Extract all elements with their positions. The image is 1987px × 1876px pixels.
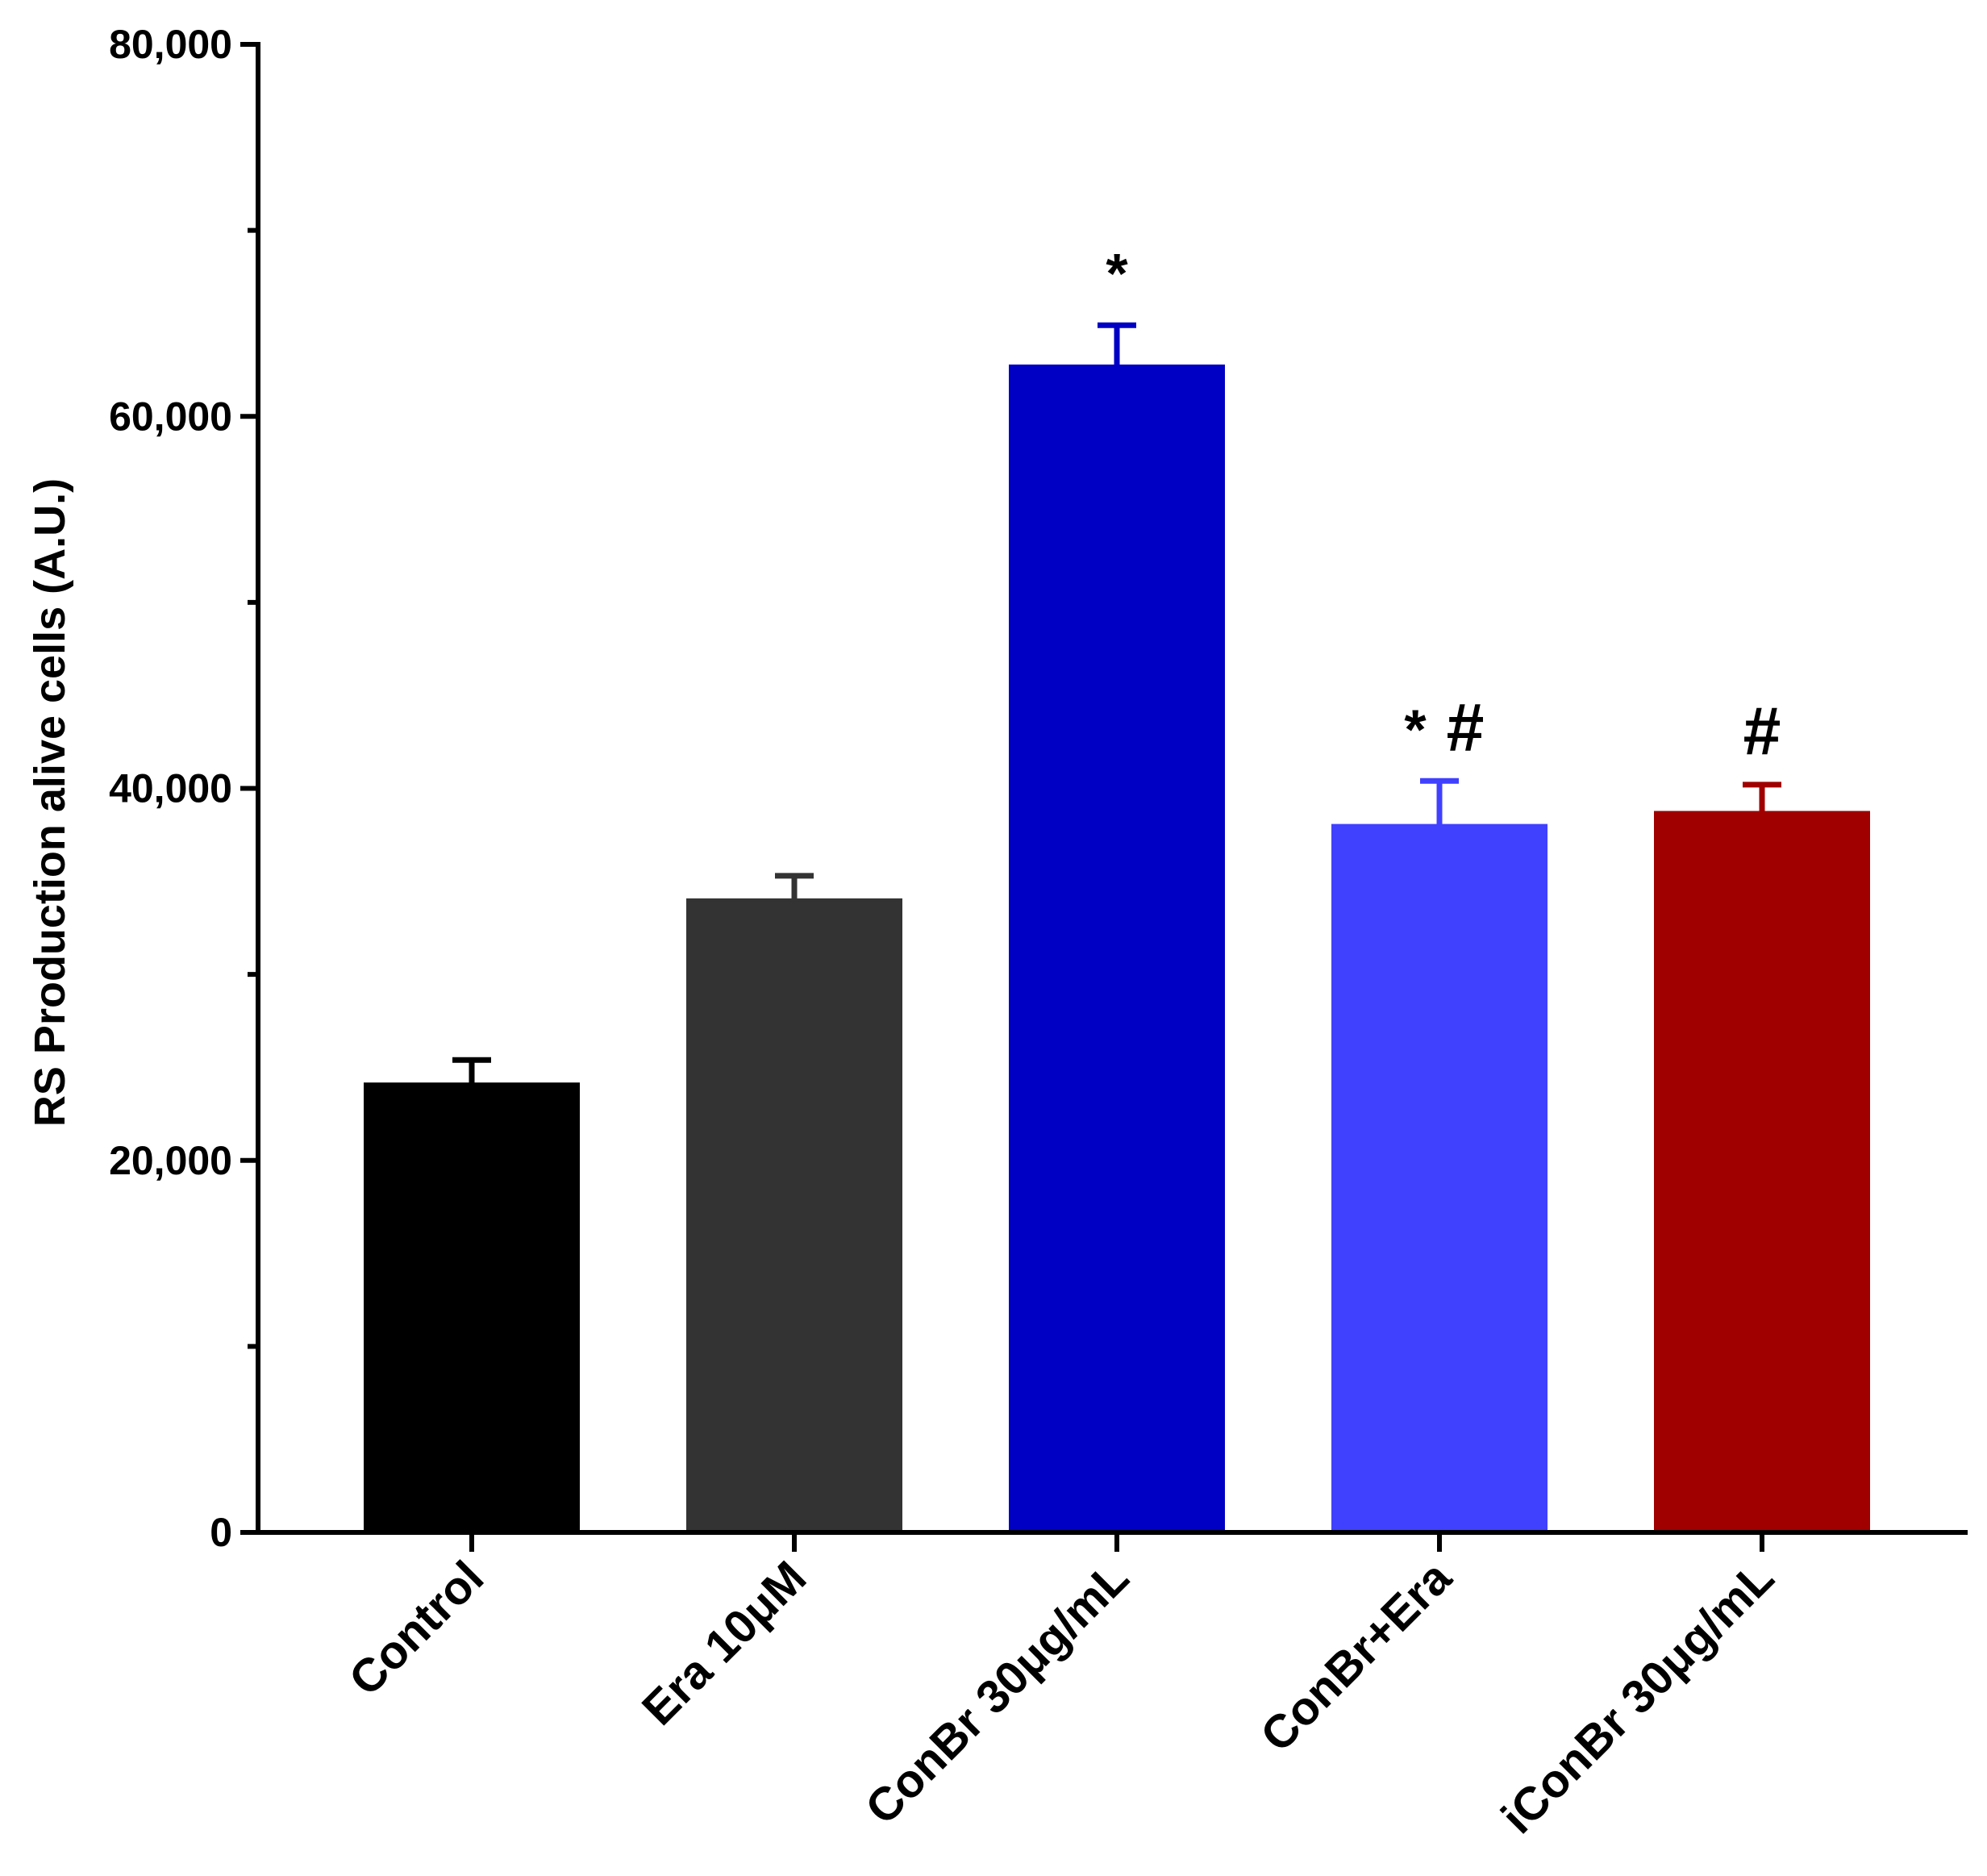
significance-hash: #	[1743, 693, 1781, 769]
significance-annotation: #	[1743, 693, 1781, 769]
bar	[1009, 364, 1225, 1535]
significance-star: *	[1404, 698, 1427, 761]
x-tick-label: ConBr 30μg/mL	[856, 1551, 1139, 1834]
x-tick-label: Era 10μM	[632, 1551, 816, 1735]
y-tick-label: 20,000	[109, 1138, 232, 1183]
y-tick-label: 0	[210, 1510, 232, 1555]
axes-layer	[240, 42, 1968, 1552]
y-tick-label: 60,000	[109, 394, 232, 439]
y-tick-label: 80,000	[109, 22, 232, 67]
y-tick-label: 40,000	[109, 766, 232, 811]
y-axis-title: RS Production alive cells (A.U.)	[26, 478, 74, 1127]
significance-hash: #	[1447, 689, 1485, 765]
error-bars-layer	[452, 322, 1781, 1085]
bar	[1331, 823, 1548, 1534]
significance-annotation: * #	[1404, 689, 1484, 765]
x-tick-label: iConBr 30μg/mL	[1491, 1551, 1784, 1844]
x-tick-label: ConBr+Era	[1251, 1551, 1462, 1762]
bars-layer	[364, 364, 1870, 1535]
significance-star: *	[1106, 242, 1128, 305]
x-tick-label: Control	[339, 1551, 494, 1706]
bar	[686, 898, 902, 1534]
bar	[1654, 811, 1870, 1534]
significance-annotation: *	[1106, 242, 1128, 305]
bar	[364, 1082, 580, 1534]
